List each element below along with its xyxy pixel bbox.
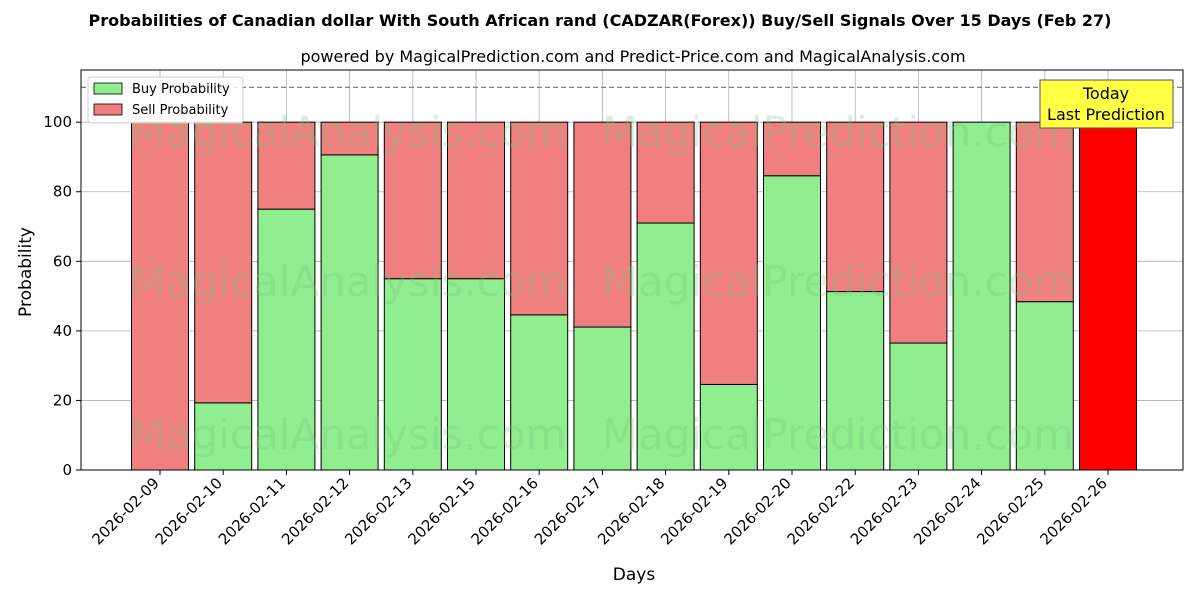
x-tick-label: 2026-02-15 (404, 474, 478, 548)
today-annotation-box (1039, 79, 1174, 129)
y-tick-label: 0 (62, 461, 72, 479)
legend-buy-label: Buy Probability (132, 82, 230, 97)
bar-buy (952, 121, 1011, 471)
x-tick-label: 2026-02-17 (531, 474, 605, 548)
y-axis-label: Probability (16, 227, 36, 317)
bar-buy (763, 175, 821, 471)
bar-buy (320, 154, 379, 471)
x-tick-label: 2026-02-18 (594, 474, 668, 548)
legend: Buy Probability Sell Probability (87, 76, 244, 124)
bar-sell (447, 121, 505, 280)
x-axis: 2026-02-092026-02-102026-02-112026-02-12… (88, 470, 1111, 548)
bar-sell (636, 121, 695, 224)
y-tick-label: 60 (53, 252, 72, 270)
bar-sell (699, 121, 758, 385)
x-tick-label: 2026-02-20 (720, 474, 794, 548)
y-tick-label: 100 (43, 113, 72, 131)
watermark-text: MagicalAnalysis.com (130, 410, 567, 459)
chart-subtitle: powered by MagicalPrediction.com and Pre… (300, 47, 965, 66)
x-tick-label: 2026-02-10 (152, 474, 226, 548)
x-tick-label: 2026-02-12 (278, 474, 352, 548)
bar-buy (636, 222, 695, 471)
bar-buy (510, 314, 569, 471)
watermark-text: MagicalPrediction.com (602, 410, 1075, 459)
bar-buy (699, 383, 758, 471)
today-annotation: Today Last Prediction (1039, 79, 1174, 129)
bar-buy (447, 278, 505, 471)
bar-sell (194, 121, 253, 404)
x-tick-label: 2026-02-23 (847, 474, 921, 548)
x-axis-label: Days (613, 565, 656, 585)
y-tick-label: 20 (53, 391, 72, 409)
bar-sell (320, 121, 379, 156)
bar-buy (573, 326, 632, 471)
bar-sell (763, 121, 821, 177)
bar-sell (826, 121, 885, 293)
x-tick-label: 2026-02-26 (1036, 474, 1110, 548)
x-tick-label: 2026-02-22 (784, 474, 858, 548)
x-tick-label: 2026-02-11 (215, 474, 289, 548)
bar-buy (889, 342, 948, 471)
bar-sell (383, 121, 442, 280)
x-tick-label: 2026-02-24 (910, 474, 984, 548)
chart-title: Probabilities of Canadian dollar With So… (89, 11, 1112, 30)
watermark-text: MagicalAnalysis.com (130, 257, 567, 306)
bar-sell (1015, 121, 1074, 303)
today-annotation-line1: Today (1082, 84, 1129, 103)
x-tick-label: 2026-02-25 (973, 474, 1047, 548)
watermark-text: MagicalPrediction.com (602, 108, 1075, 157)
y-tick-label: 80 (53, 183, 72, 201)
bar-sell (889, 121, 948, 344)
bar-sell (510, 121, 569, 316)
x-tick-label: 2026-02-19 (657, 474, 731, 548)
bar-buy (826, 291, 885, 471)
legend-sell-label: Sell Probability (132, 103, 229, 118)
legend-sell-swatch (93, 103, 123, 116)
y-tick-label: 40 (53, 322, 72, 340)
plot-frame (80, 69, 1184, 471)
x-tick-label: 2026-02-09 (88, 474, 162, 548)
bars (131, 121, 1137, 471)
bar-sell (573, 121, 632, 328)
today-annotation-line2: Last Prediction (1047, 105, 1165, 124)
bar-today (1079, 121, 1137, 471)
watermark-text: MagicalPrediction.com (602, 257, 1075, 306)
x-tick-label: 2026-02-13 (341, 474, 415, 548)
legend-buy-swatch (93, 82, 123, 95)
x-tick-label: 2026-02-16 (468, 474, 542, 548)
bar-sell (257, 121, 316, 210)
y-axis: 0 20 40 60 80 100 (43, 113, 81, 479)
